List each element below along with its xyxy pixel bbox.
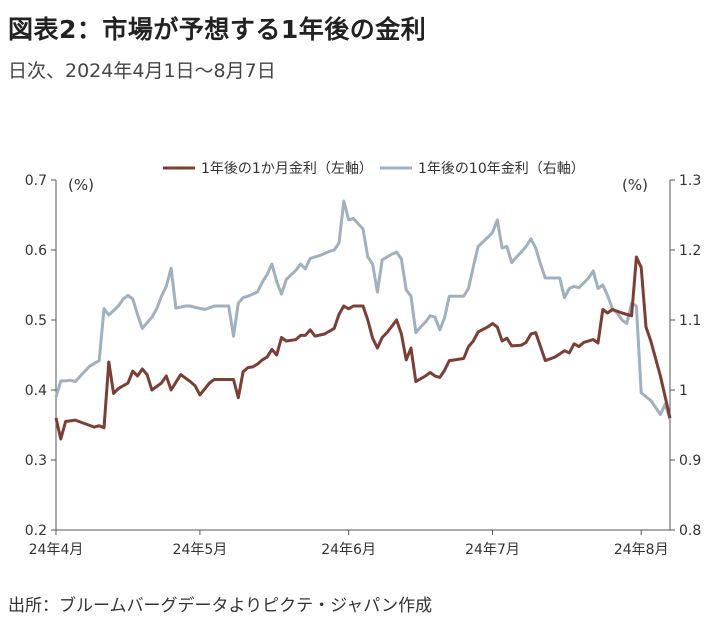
left-tick-label: 0.4 xyxy=(25,383,47,399)
x-tick-label: 24年4月 xyxy=(29,542,84,558)
series-line-1 xyxy=(54,255,672,441)
chart-legend: 1年後の1か月金利（左軸） 1年後の10年金利（右軸） xyxy=(163,161,585,177)
x-tick-label: 24年6月 xyxy=(321,542,376,558)
right-tick-label: 1.3 xyxy=(679,173,701,189)
left-tick-label: 0.7 xyxy=(25,173,47,189)
left-axis-unit: (%) xyxy=(68,176,94,194)
chart-axes: 0.2 0.3 0.4 0.5 0.6 0.7 0.8 0.9 1 1.1 1.2 1.3 24年4月 2… xyxy=(25,173,702,558)
legend-label-1: 1年後の1か月金利（左軸） xyxy=(201,161,373,177)
left-tick-label: 0.5 xyxy=(25,313,47,329)
left-tick-label: 0.3 xyxy=(25,453,47,469)
chart-title: 図表2：市場が予想する1年後の金利 xyxy=(8,15,427,44)
right-tick-label: 1.1 xyxy=(679,313,701,329)
series-line-2 xyxy=(54,199,672,420)
right-tick-label: 1.2 xyxy=(679,243,701,259)
left-tick-label: 0.2 xyxy=(25,523,47,539)
chart-subtitle: 日次、2024年4月1日～8月7日 xyxy=(8,60,276,82)
legend-label-2: 1年後の10年金利（右軸） xyxy=(418,161,585,177)
chart-series xyxy=(54,199,672,441)
left-tick-label: 0.6 xyxy=(25,243,47,259)
x-tick-label: 24年5月 xyxy=(173,542,228,558)
right-tick-label: 0.8 xyxy=(679,523,701,539)
source-note: 出所：ブルームバーグデータよりピクテ・ジャパン作成 xyxy=(8,596,433,616)
right-axis-unit: (%) xyxy=(622,176,648,194)
right-tick-label: 1 xyxy=(679,383,688,399)
x-tick-label: 24年8月 xyxy=(614,542,669,558)
right-tick-label: 0.9 xyxy=(679,453,701,469)
x-tick-label: 24年7月 xyxy=(465,542,520,558)
